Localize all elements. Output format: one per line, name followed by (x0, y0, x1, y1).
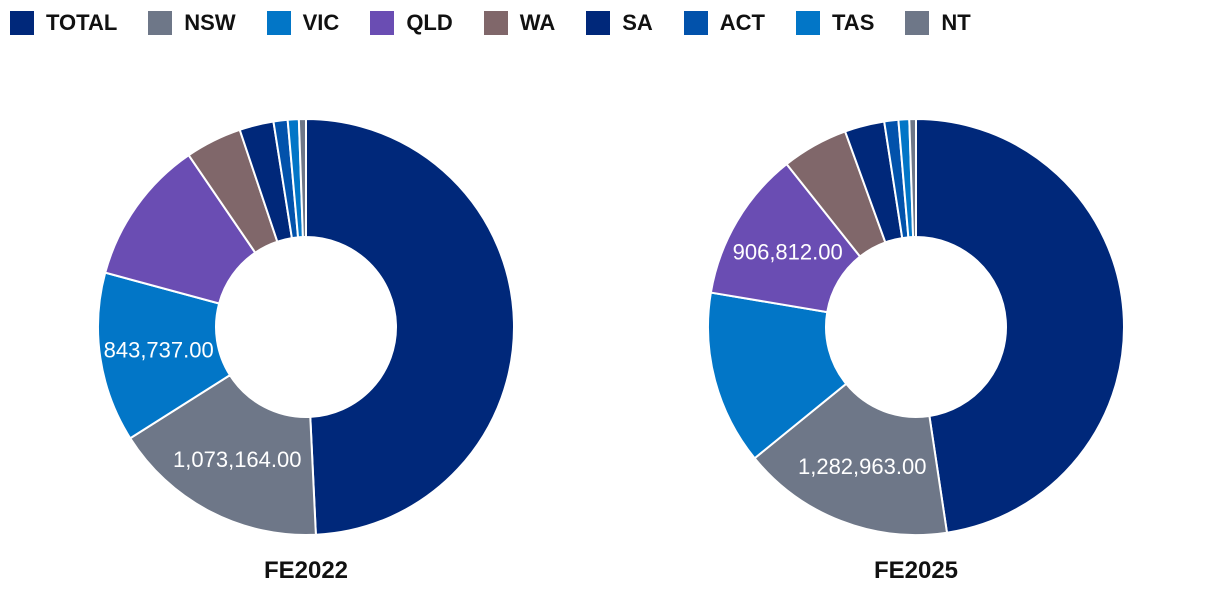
legend-item-vic: VIC (266, 10, 340, 36)
slice-nt (908, 117, 917, 239)
donut-chart-fe2025: 1,282,963.00 906,812.00 FE2025 (707, 117, 1125, 584)
legend-swatch (148, 11, 173, 35)
chart-title: FE2022 (264, 557, 348, 584)
legend-item-nt: NT (905, 10, 971, 36)
legend-swatch (796, 11, 820, 35)
legend-label: NSW (184, 10, 236, 35)
legend-label: NT (941, 10, 971, 35)
data-label-nsw: 1,073,164.00 (173, 447, 301, 472)
slice-nt (297, 117, 307, 239)
data-label-nsw: 1,282,963.00 (798, 454, 926, 479)
chart-title: FE2025 (874, 557, 958, 584)
legend-item-act: ACT (683, 10, 765, 36)
legend-swatch (586, 11, 611, 35)
legend-swatch (683, 11, 708, 35)
slice-nsw (128, 373, 317, 536)
legend-label: WA (519, 10, 556, 35)
legend-swatch (905, 11, 930, 35)
legend-item-qld: QLD (370, 10, 453, 36)
legend-label: ACT (719, 10, 765, 35)
legend-label: VIC (302, 10, 340, 35)
legend-item-wa: WA (483, 10, 556, 36)
legend-item-tas: TAS (796, 10, 874, 36)
slice-total (915, 117, 1125, 534)
data-label-qld: 906,812.00 (733, 239, 843, 264)
legend-swatch (370, 11, 395, 35)
donut-chart-fe2022: 1,073,164.00 843,737.00 FE2022 (97, 117, 515, 584)
legend-item-sa: SA (586, 10, 653, 36)
slice-vic (707, 291, 848, 460)
legend-label: TAS (832, 10, 875, 35)
legend: TOTAL NSW VIC QLD WA SA ACT TAS NT (10, 9, 1002, 37)
slice-total (305, 117, 515, 536)
slice-vic (97, 271, 232, 440)
data-label-vic: 843,737.00 (104, 337, 214, 362)
legend-swatch (483, 11, 508, 35)
slice-nsw (753, 382, 949, 536)
legend-label: QLD (406, 10, 453, 35)
legend-item-nsw: NSW (148, 10, 236, 36)
legend-swatch (10, 11, 34, 35)
legend-label: TOTAL (46, 10, 118, 35)
legend-item-total: TOTAL (10, 10, 117, 36)
legend-swatch (266, 11, 291, 35)
legend-label: SA (622, 10, 653, 35)
